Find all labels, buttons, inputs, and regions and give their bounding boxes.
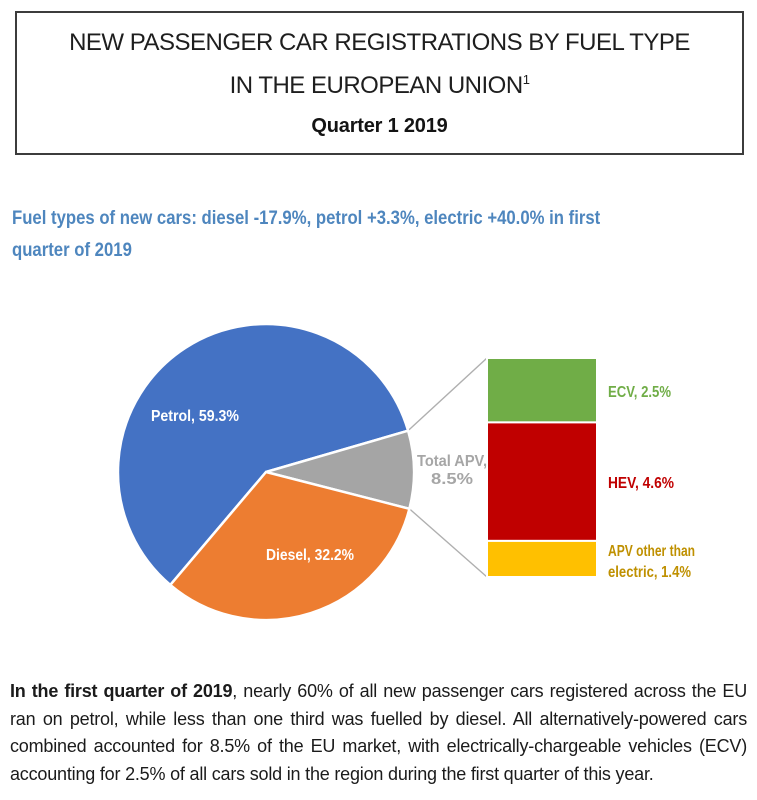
pie-slice-diesel <box>169 470 411 622</box>
title-line-2: IN THE EUROPEAN UNION1 <box>17 61 742 104</box>
title-line-2-text: IN THE EUROPEAN UNION <box>229 72 524 99</box>
bar-segment-hev <box>486 421 598 542</box>
headline-line-2: quarter of 2019 <box>12 240 132 261</box>
title-line-1: NEW PASSENGER CAR REGISTRATIONS BY FUEL … <box>69 29 690 56</box>
fuel-type-chart: Petrol, 59.3% Total APV, 8.5% Diesel, 32.2%… <box>0 315 757 665</box>
report-period: Quarter 1 2019 <box>311 115 448 137</box>
bar-of-pie-chart-canvas: Petrol, 59.3% Total APV, 8.5% Diesel, 32.2%… <box>116 322 695 622</box>
title-footnote-marker: 1 <box>522 72 530 87</box>
title-box: NEW PASSENGER CAR REGISTRATIONS BY FUEL … <box>15 11 744 155</box>
summary-rest: , nearly 60% of all new passenger cars r… <box>10 681 747 784</box>
bar-segment-apv-other-than-electric <box>486 539 598 578</box>
bar-segment-ecv <box>486 357 598 424</box>
chart-label-total-apv: Total APV, 8.5% <box>417 453 487 488</box>
key-figures-headline: Fuel types of new cars: diesel -17.9%, p… <box>12 203 680 267</box>
chart-label-ecv: ECV, 2.5% <box>608 384 671 401</box>
chart-label-petrol: Petrol, 59.3% <box>151 408 239 425</box>
chart-label-apv-other-than-electric: APV other than electric, 1.4% <box>608 543 695 581</box>
pie-slice-petrol <box>116 322 410 587</box>
summary-lead: In the first quarter of 2019 <box>10 681 233 701</box>
report-title: NEW PASSENGER CAR REGISTRATIONS BY FUEL … <box>17 24 742 104</box>
headline-line-1: Fuel types of new cars: diesel -17.9%, p… <box>12 208 601 229</box>
summary-paragraph: In the first quarter of 2019, nearly 60%… <box>10 678 747 788</box>
chart-label-diesel: Diesel, 32.2% <box>266 547 354 564</box>
chart-label-hev: HEV, 4.6% <box>608 475 674 492</box>
